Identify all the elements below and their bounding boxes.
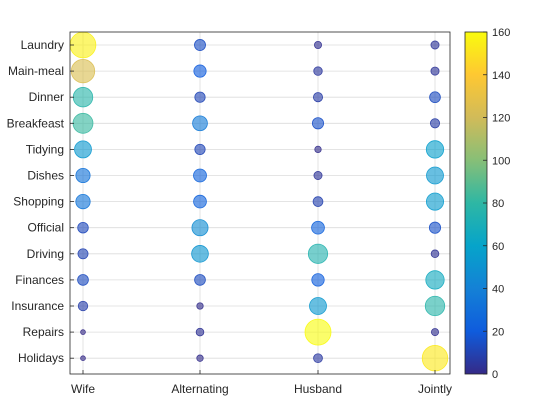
colorbar-tick-label: 80	[492, 198, 504, 210]
x-tick-label: Wife	[71, 382, 95, 396]
grid-lines	[70, 32, 450, 374]
data-point	[425, 270, 445, 290]
data-point	[312, 92, 324, 103]
data-point	[314, 145, 322, 154]
y-tick-label: Official	[28, 221, 64, 235]
x-tick-label: Jointly	[418, 382, 452, 396]
data-point	[311, 220, 325, 235]
data-point	[431, 328, 439, 337]
data-point	[193, 194, 207, 209]
data-point	[80, 355, 86, 362]
y-tick-label: Dishes	[27, 169, 64, 183]
data-point	[426, 166, 444, 185]
data-point	[194, 91, 206, 103]
data-point	[77, 248, 89, 260]
data-point	[314, 41, 322, 49]
data-point	[193, 64, 207, 78]
colorbar-tick-label: 120	[492, 113, 510, 125]
x-tick-label: Alternating	[171, 382, 228, 396]
colorbar-tick-label: 20	[492, 326, 504, 338]
data-point	[196, 354, 204, 362]
data-point	[430, 249, 440, 259]
data-point	[313, 66, 323, 76]
y-tick-label: Tidying	[26, 142, 64, 156]
y-tick-label: Laundry	[21, 38, 64, 52]
x-tick-label: Husband	[294, 382, 342, 396]
data-point	[72, 112, 94, 134]
data-point	[313, 171, 323, 180]
data-point	[192, 115, 208, 132]
y-tick-label: Breakfeast	[7, 116, 65, 130]
data-point	[311, 117, 325, 130]
colorbar-tick-label: 160	[492, 27, 510, 39]
y-tick-label: Dinner	[29, 90, 64, 104]
y-tick-label: Insurance	[11, 299, 64, 313]
data-point	[312, 196, 324, 207]
data-point	[428, 221, 442, 234]
data-point	[430, 66, 440, 76]
y-tick-label: Shopping	[13, 195, 64, 209]
data-point	[309, 297, 327, 315]
data-point	[194, 39, 206, 51]
data-point	[430, 40, 440, 50]
data-point	[311, 273, 325, 287]
data-point	[70, 58, 96, 84]
y-tick-label: Finances	[15, 273, 64, 287]
y-tick-label: Holidays	[18, 351, 64, 365]
data-point	[191, 219, 209, 237]
colorbar-tick-label: 40	[492, 284, 504, 296]
data-point	[196, 302, 204, 310]
data-point	[304, 318, 332, 346]
colorbar-ticks: 0 20 40 60 80 100 120 140 160	[483, 27, 510, 381]
data-point	[72, 87, 94, 108]
data-point	[425, 140, 445, 159]
data-point	[421, 345, 449, 372]
y-tick-label: Main-meal	[8, 64, 64, 78]
data-point	[425, 192, 445, 211]
colorbar-tick-label: 140	[492, 70, 510, 82]
data-point	[75, 193, 91, 210]
data-point	[77, 274, 89, 286]
y-tick-label: Driving	[27, 247, 64, 261]
data-point	[429, 118, 441, 129]
y-tick-labels: Laundry Main-meal Dinner Breakfeast Tidying D…	[7, 38, 74, 365]
data-point	[75, 167, 91, 184]
y-tick-label: Repairs	[23, 325, 64, 339]
data-point	[307, 243, 329, 264]
data-point	[195, 327, 205, 337]
colorbar-tick-label: 100	[492, 155, 510, 167]
data-point	[424, 295, 446, 317]
data-point	[80, 329, 86, 335]
data-point	[194, 274, 206, 286]
data-point	[194, 143, 206, 155]
data-point	[191, 245, 209, 263]
data-point	[77, 221, 89, 234]
data-point	[193, 168, 207, 183]
data-points	[69, 31, 449, 372]
data-point	[429, 91, 441, 104]
data-point	[313, 353, 323, 364]
data-point	[77, 300, 89, 312]
data-point	[74, 140, 92, 159]
x-tick-labels: Wife Alternating Husband Jointly	[71, 370, 452, 396]
plot-area-frame	[69, 31, 451, 375]
colorbar-tick-label: 0	[492, 369, 498, 381]
colorbar-tick-label: 60	[492, 241, 504, 253]
